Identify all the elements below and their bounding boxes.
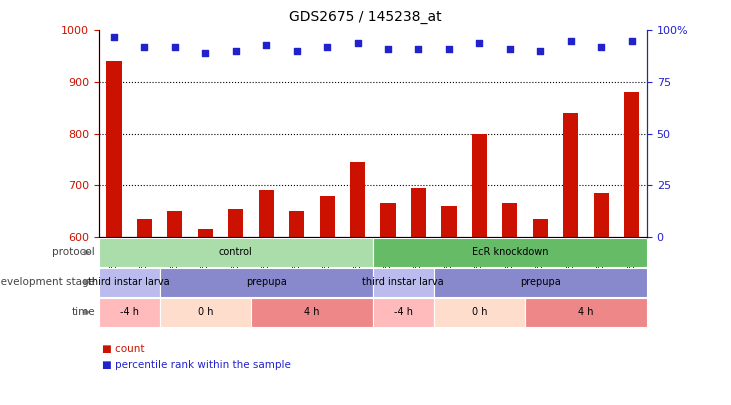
Bar (411, 188, 426, 237)
Point (230, 48, 241, 54)
Point (200, 50, 211, 56)
Text: 0 h: 0 h (197, 307, 213, 317)
Bar (167, 211, 183, 237)
Text: GDS2675 / 145238_at: GDS2675 / 145238_at (289, 10, 442, 24)
Bar (471, 134, 487, 237)
Bar (594, 193, 609, 237)
Point (322, 44, 333, 50)
Bar (197, 229, 213, 237)
Bar (99, 298, 159, 327)
Point (474, 40, 485, 46)
Bar (433, 268, 647, 297)
Text: -4 h: -4 h (394, 307, 413, 317)
Point (534, 48, 546, 54)
Bar (380, 203, 395, 237)
Text: -4 h: -4 h (120, 307, 139, 317)
Bar (137, 219, 152, 237)
Text: protocol: protocol (53, 247, 95, 257)
Text: third instar larva: third instar larva (363, 277, 444, 287)
Text: control: control (219, 247, 253, 257)
Text: 0 h: 0 h (471, 307, 487, 317)
Bar (259, 190, 274, 237)
Point (291, 48, 303, 54)
Bar (442, 206, 457, 237)
Bar (319, 196, 335, 237)
Bar (563, 113, 578, 237)
Text: time: time (72, 307, 95, 317)
Bar (99, 268, 159, 297)
Text: EcR knockdown: EcR knockdown (471, 247, 548, 257)
Point (626, 38, 637, 44)
Point (260, 42, 272, 48)
Point (504, 46, 516, 52)
Point (139, 44, 151, 50)
Bar (251, 298, 373, 327)
Bar (624, 92, 640, 237)
Bar (350, 162, 366, 237)
Point (565, 38, 577, 44)
Text: development stage: development stage (0, 277, 95, 287)
Point (412, 46, 424, 52)
Bar (159, 268, 373, 297)
Text: prepupa: prepupa (246, 277, 287, 287)
Bar (289, 211, 304, 237)
Point (352, 40, 363, 46)
Bar (525, 298, 647, 327)
Bar (433, 298, 525, 327)
Bar (373, 298, 433, 327)
Text: 4 h: 4 h (304, 307, 319, 317)
Bar (99, 238, 373, 267)
Bar (502, 203, 518, 237)
Text: ■ count: ■ count (102, 344, 145, 354)
Point (169, 44, 181, 50)
Bar (533, 219, 548, 237)
Bar (106, 62, 121, 237)
Bar (373, 238, 647, 267)
Text: third instar larva: third instar larva (88, 277, 170, 287)
Text: 4 h: 4 h (578, 307, 594, 317)
Text: prepupa: prepupa (520, 277, 561, 287)
Point (108, 33, 120, 40)
Bar (373, 268, 433, 297)
Point (443, 46, 455, 52)
Point (382, 46, 394, 52)
Bar (159, 298, 251, 327)
Point (595, 44, 607, 50)
Text: ■ percentile rank within the sample: ■ percentile rank within the sample (102, 360, 291, 369)
Bar (228, 209, 243, 237)
